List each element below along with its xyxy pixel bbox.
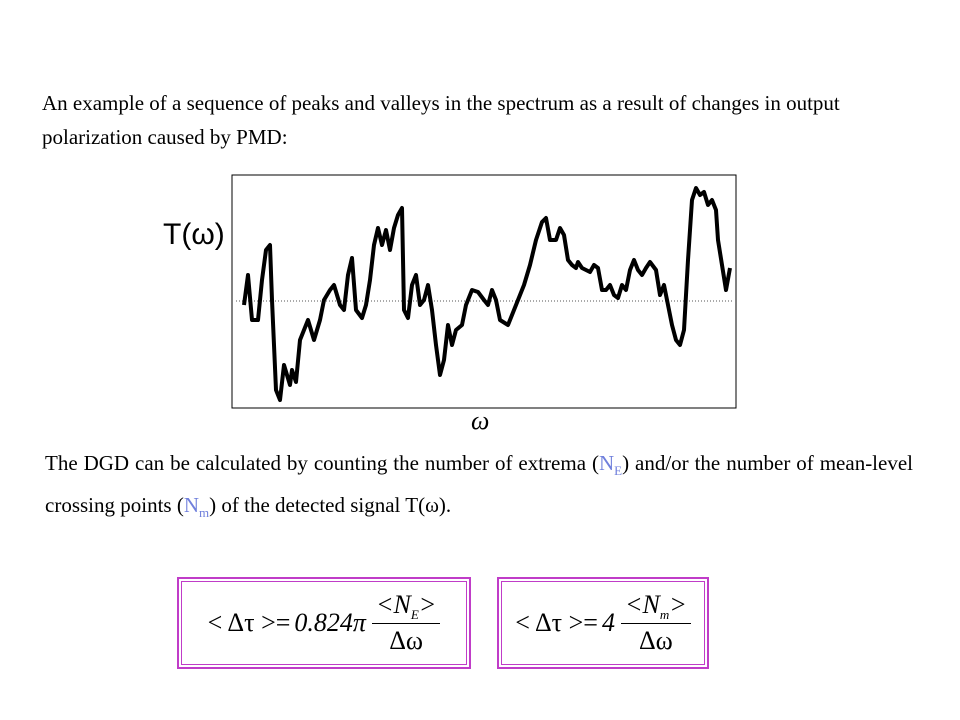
formula-box: < Δτ >= 4 <Nm> Δω [498, 578, 708, 668]
denominator: Δω [389, 626, 424, 656]
numerator: <NE> [371, 589, 441, 625]
subscript: m [659, 607, 670, 623]
text: ) of the detected signal T(ω). [209, 493, 452, 518]
text: <N [375, 589, 411, 619]
text: > [418, 589, 437, 619]
formula-coefficient: 0.824π [294, 608, 366, 637]
subscript: E [410, 607, 419, 623]
formula-lhs: < Δτ >= [207, 608, 291, 637]
plot-frame [231, 174, 737, 409]
subscript: E [614, 463, 623, 479]
text: ) and/or the number of mean-level crossi… [45, 451, 913, 518]
x-label: ω [471, 406, 490, 435]
subscript: m [199, 505, 210, 521]
intro-text: An example of a sequence of peaks and va… [42, 91, 840, 149]
numerator: <Nm> [620, 589, 691, 625]
formula-lhs: < Δτ >= [515, 608, 598, 637]
symbol: N [183, 493, 199, 518]
fraction: <NE> Δω [371, 589, 441, 656]
y-label: T(ω) [163, 218, 225, 251]
text: <N [624, 589, 660, 619]
formula-coefficient: 4 [601, 608, 615, 637]
text: The DGD can be calculated by counting th… [45, 451, 599, 475]
signal-curve [242, 186, 732, 402]
text: > [669, 589, 687, 619]
formula-box: < Δτ >= 0.824π <NE> Δω [178, 578, 470, 668]
description: The DGD can be calculated by counting th… [45, 446, 913, 530]
symbol: N [598, 451, 615, 475]
fraction: <Nm> Δω [620, 589, 691, 656]
denominator: Δω [638, 626, 673, 656]
